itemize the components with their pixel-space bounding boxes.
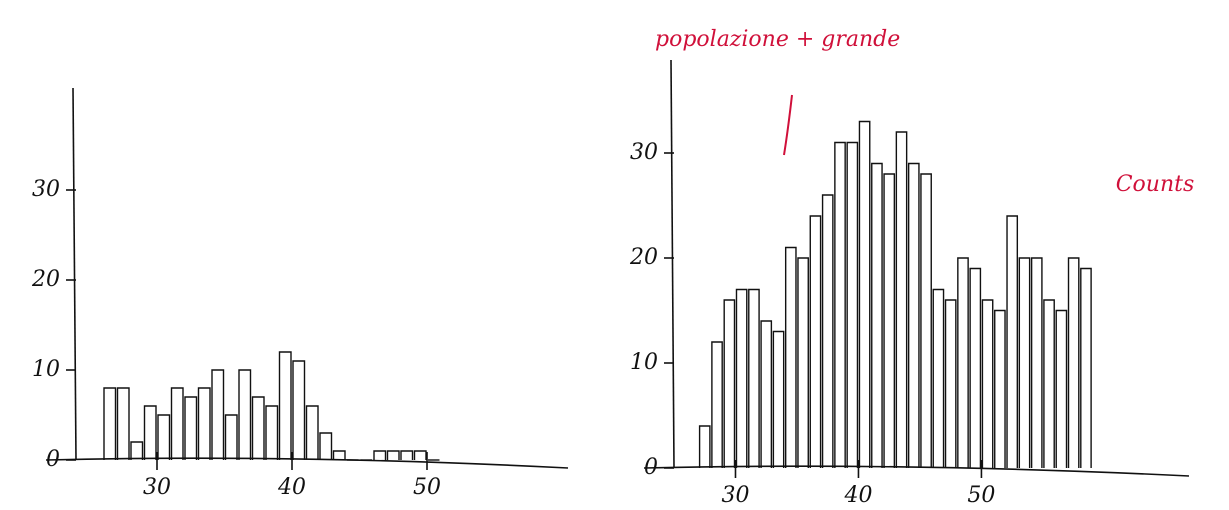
bar <box>1007 216 1017 468</box>
bar <box>118 388 130 460</box>
bar <box>909 164 919 469</box>
bar <box>884 174 894 468</box>
annotation-stroke <box>784 95 792 155</box>
bar <box>835 143 845 469</box>
y-tick-label: 0 <box>644 455 658 480</box>
bar <box>712 342 722 468</box>
x-axis <box>644 466 1189 476</box>
bar <box>786 248 796 469</box>
y-axis-label: Counts <box>1116 172 1195 197</box>
bar <box>334 451 346 460</box>
bar <box>131 442 143 460</box>
y-axis <box>671 60 674 468</box>
bar <box>266 406 278 460</box>
bar <box>293 361 305 460</box>
bar <box>239 370 251 460</box>
bar <box>212 370 224 460</box>
bar <box>199 388 211 460</box>
bar <box>158 415 170 460</box>
bar <box>823 195 833 468</box>
y-tick-label: 20 <box>629 245 658 270</box>
bar <box>185 397 197 460</box>
bar <box>995 311 1005 469</box>
bar <box>320 433 332 460</box>
bar <box>1081 269 1091 469</box>
bar <box>1069 258 1079 468</box>
bar <box>896 132 906 468</box>
y-tick-label: 10 <box>630 350 658 375</box>
y-axis <box>73 88 76 460</box>
bar <box>226 415 238 460</box>
bar <box>933 290 943 469</box>
bar <box>859 122 869 469</box>
bar <box>982 300 992 468</box>
bar <box>724 300 734 468</box>
x-tick-label: 30 <box>721 483 749 508</box>
bar <box>872 164 882 469</box>
x-tick-label: 40 <box>843 483 872 508</box>
y-tick-label: 20 <box>31 267 60 292</box>
sketch: popolazione + grande Counts 0 10 20 30 30 40 5… <box>0 0 1229 510</box>
y-tick-label: 30 <box>630 140 658 165</box>
bar <box>374 451 386 460</box>
bar <box>401 451 413 460</box>
bar <box>1019 258 1029 468</box>
bar <box>761 321 771 468</box>
bar <box>1032 258 1042 468</box>
y-tick-label: 30 <box>32 177 60 202</box>
y-tick-label: 10 <box>32 357 60 382</box>
chart-title: popolazione + grande <box>655 27 900 52</box>
bar <box>798 258 808 468</box>
bar <box>773 332 783 469</box>
bar <box>1056 311 1066 469</box>
y-tick-label: 0 <box>46 447 60 472</box>
bar <box>280 352 292 460</box>
bar <box>145 406 157 460</box>
bar <box>749 290 759 469</box>
bar <box>946 300 956 468</box>
bar <box>970 269 980 469</box>
x-tick-label: 50 <box>967 483 995 508</box>
bar <box>104 388 116 460</box>
bar <box>307 406 319 460</box>
bar <box>700 426 710 468</box>
x-tick-label: 40 <box>277 475 306 500</box>
bar <box>958 258 968 468</box>
bar <box>172 388 184 460</box>
bar <box>736 290 746 469</box>
bar <box>388 451 400 460</box>
bar <box>415 451 427 460</box>
x-tick-label: 30 <box>143 475 171 500</box>
bar <box>847 143 857 469</box>
bar <box>810 216 820 468</box>
bar <box>1044 300 1054 468</box>
bar <box>253 397 265 460</box>
x-tick-label: 50 <box>413 475 441 500</box>
bar <box>921 174 931 468</box>
